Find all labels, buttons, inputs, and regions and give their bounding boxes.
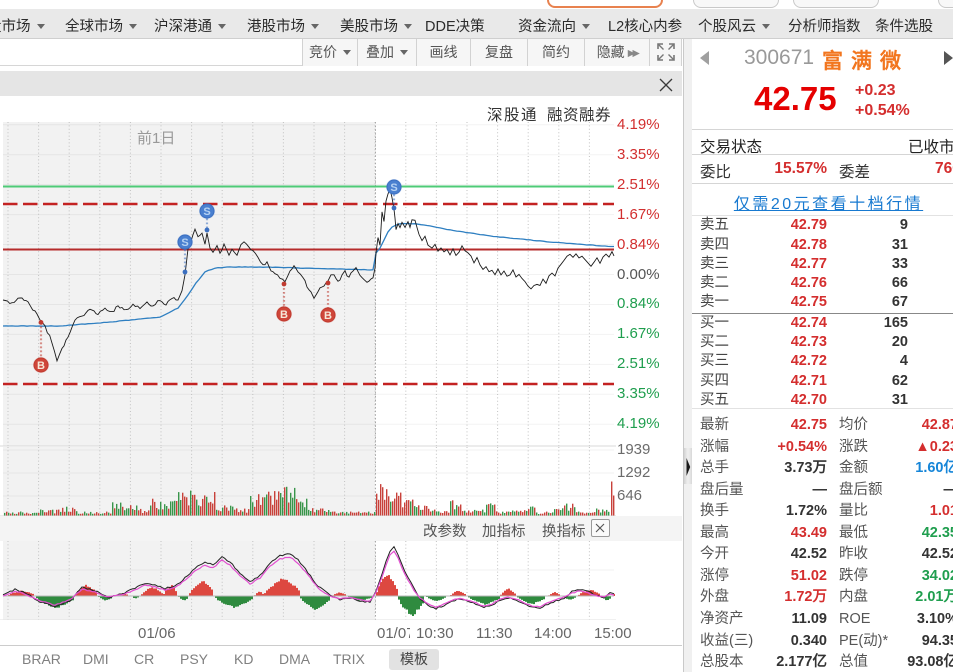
svg-text:S: S	[181, 237, 188, 249]
svg-text:S: S	[390, 182, 397, 194]
svg-text:B: B	[280, 309, 288, 321]
svg-text:S: S	[203, 206, 210, 218]
svg-text:B: B	[324, 310, 332, 322]
svg-text:B: B	[37, 360, 45, 372]
